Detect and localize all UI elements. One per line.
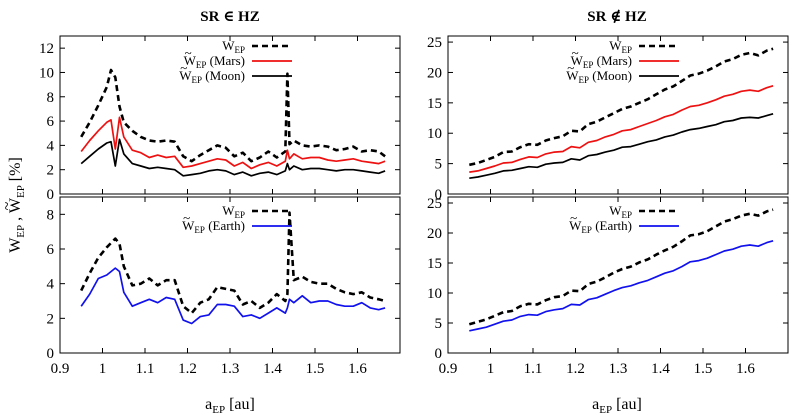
- y-tick-label: 0: [435, 346, 443, 362]
- x-tick-label: 1.1: [524, 361, 543, 377]
- legend-label: WEP (Earth): [182, 218, 245, 235]
- series-line: [469, 239, 774, 332]
- legend-label: WEP: [609, 203, 632, 220]
- x-tick-label: 0.9: [439, 361, 458, 377]
- legend-label: WEP (Moon): [179, 68, 245, 85]
- x-axis-label-left: aEP [au]: [205, 396, 255, 415]
- y-tick-label: 25: [427, 35, 442, 51]
- x-axis-label-right: aEP [au]: [592, 396, 642, 415]
- y-tick-label: 10: [427, 126, 442, 142]
- y-tick-label: 0: [47, 187, 55, 203]
- y-tick-label: 20: [427, 226, 442, 242]
- series-line: [469, 112, 774, 180]
- x-tick-label: 1.6: [348, 361, 367, 377]
- y-tick-label: 10: [39, 65, 54, 81]
- y-axis-label-tilde: ~: [0, 201, 16, 210]
- legend-label: WEP (Mars): [571, 53, 632, 70]
- legend-label: WEP: [222, 203, 245, 220]
- legend-tilde: ~: [185, 45, 192, 60]
- series-line: [80, 267, 386, 325]
- y-tick-label: 10: [427, 286, 442, 302]
- series-line: [469, 47, 774, 167]
- y-tick-label: 5: [435, 157, 443, 173]
- series-line: [80, 116, 386, 170]
- x-tick-label: 1.5: [694, 361, 713, 377]
- y-tick-label: 4: [47, 277, 55, 293]
- y-tick-label: 25: [427, 196, 442, 212]
- y-tick-label: 8: [47, 207, 55, 223]
- x-tick-label: 1: [99, 361, 107, 377]
- y-tick-label: 15: [427, 96, 442, 112]
- legend-tilde: ~: [183, 210, 190, 225]
- x-tick-label: 1.3: [609, 361, 628, 377]
- legend-tilde: ~: [572, 45, 579, 60]
- x-tick-label: 1.2: [566, 361, 585, 377]
- legend-tilde: ~: [180, 60, 187, 75]
- y-tick-label: 2: [47, 311, 55, 327]
- y-tick-label: 0: [47, 346, 55, 362]
- series-line: [80, 138, 386, 177]
- legend-tilde: ~: [570, 210, 577, 225]
- x-tick-label: 1.1: [136, 361, 155, 377]
- y-tick-label: 15: [427, 256, 442, 272]
- y-tick-label: 12: [39, 41, 54, 57]
- series-line: [80, 211, 386, 315]
- legend-tilde: ~: [567, 60, 574, 75]
- series-line: [80, 68, 386, 163]
- legend-label: WEP (Mars): [184, 53, 245, 70]
- y-tick-label: 5: [435, 316, 443, 332]
- y-tick-label: 0: [435, 187, 443, 203]
- x-tick-label: 1.2: [178, 361, 197, 377]
- left-column-title: SR ∈ HZ: [200, 9, 259, 25]
- series-line: [469, 84, 774, 173]
- legend-label: WEP (Earth): [569, 218, 632, 235]
- legend-label: WEP: [222, 38, 245, 55]
- y-tick-label: 6: [47, 242, 55, 258]
- x-tick-label: 1.4: [263, 361, 282, 377]
- right-column-title: SR ∉ HZ: [587, 9, 646, 25]
- x-tick-label: 1.6: [736, 361, 755, 377]
- x-tick-label: 1: [487, 361, 495, 377]
- x-tick-label: 1.4: [651, 361, 670, 377]
- legend-label: WEP (Moon): [566, 68, 632, 85]
- y-tick-label: 8: [47, 90, 55, 106]
- x-tick-label: 1.3: [221, 361, 240, 377]
- x-tick-label: 0.9: [51, 361, 70, 377]
- y-tick-label: 20: [427, 65, 442, 81]
- series-line: [468, 208, 774, 326]
- y-tick-label: 6: [47, 114, 55, 130]
- y-tick-label: 2: [47, 163, 55, 179]
- x-tick-label: 1.5: [306, 361, 325, 377]
- y-tick-label: 4: [47, 138, 55, 154]
- legend-label: WEP: [609, 38, 632, 55]
